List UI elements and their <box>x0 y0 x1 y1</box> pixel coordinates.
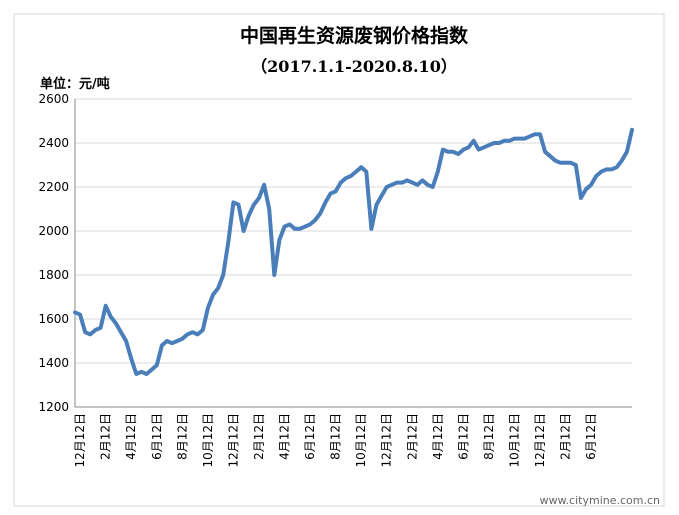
chart-title: 中国再生资源废钢价格指数 <box>240 24 469 47</box>
x-tick-label: 2月12日 <box>559 413 573 460</box>
x-tick-label: 12月12日 <box>73 413 87 468</box>
x-tick-label: 12月12日 <box>380 413 394 468</box>
y-tick-label: 1800 <box>38 268 69 282</box>
chart-frame <box>13 13 665 507</box>
x-tick-label: 4月12日 <box>278 413 292 460</box>
x-tick-label: 6月12日 <box>303 413 317 460</box>
x-tick-label: 2月12日 <box>252 413 266 460</box>
x-tick-label: 2月12日 <box>405 413 419 460</box>
y-tick-label: 2200 <box>38 180 69 194</box>
x-tick-label: 8月12日 <box>329 413 343 460</box>
x-tick-label: 6月12日 <box>456 413 470 460</box>
y-tick-label: 1400 <box>38 356 69 370</box>
x-tick-label: 12月12日 <box>533 413 547 468</box>
x-tick-label: 8月12日 <box>482 413 496 460</box>
x-tick-label: 6月12日 <box>150 413 164 460</box>
x-tick-label: 8月12日 <box>175 413 189 460</box>
y-tick-label: 2600 <box>38 92 69 106</box>
x-tick-label: 10月12日 <box>507 413 521 468</box>
line <box>73 127 634 376</box>
y-tick-label: 1200 <box>38 400 69 414</box>
y-tick-label: 2000 <box>38 224 69 238</box>
x-tick-label: 10月12日 <box>201 413 215 468</box>
x-tick-label: 2月12日 <box>99 413 113 460</box>
y-unit: 单位：元/吨 <box>40 76 110 92</box>
x-tick-label: 6月12日 <box>584 413 598 460</box>
y-tick-label: 2400 <box>38 136 69 150</box>
x-tick-label: 4月12日 <box>431 413 445 460</box>
x-tick-label: 12月12日 <box>226 413 240 468</box>
watermark: www.citymine.com.cn <box>540 494 660 507</box>
chart-subtitle: （2017.1.1-2020.8.10） <box>251 57 457 76</box>
y-tick-label: 1600 <box>38 312 69 326</box>
x-tick-label: 4月12日 <box>124 413 138 460</box>
x-tick-label: 10月12日 <box>354 413 368 468</box>
